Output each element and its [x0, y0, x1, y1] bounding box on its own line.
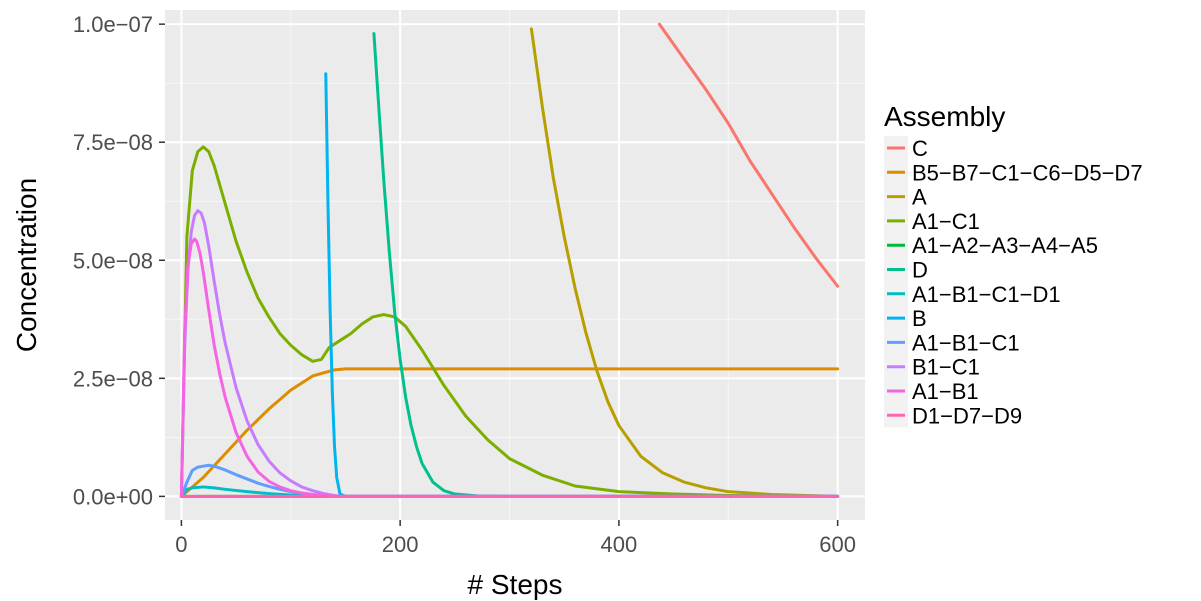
- series-line: [179, 237, 840, 498]
- legend-label: D: [912, 258, 928, 283]
- y-tick-label: 1.0e−07: [73, 12, 153, 37]
- legend: Assembly CB5−B7−C1−C6−D5−D7AA1−C1A1−A2−A…: [884, 101, 1143, 428]
- legend-label: A1−B1−C1: [912, 330, 1020, 355]
- grid-minor: [165, 10, 865, 520]
- series-line: [179, 209, 840, 498]
- legend-label: C: [912, 136, 928, 161]
- legend-title: Assembly: [884, 101, 1005, 132]
- legend-label: D1−D7−D9: [912, 403, 1022, 428]
- y-tick-label: 2.5e−08: [73, 366, 153, 391]
- legend-label: A1−C1: [912, 209, 980, 234]
- series-lines: [179, 22, 840, 498]
- y-tick-label: 7.5e−08: [73, 130, 153, 155]
- x-tick-label: 600: [819, 532, 856, 557]
- x-tick-label: 400: [601, 532, 638, 557]
- plot-background: [165, 10, 865, 520]
- legend-label: A1−B1: [912, 379, 979, 404]
- x-axis: 0 200 400 600: [175, 520, 856, 557]
- legend-label: A: [912, 185, 927, 210]
- legend-label: B: [912, 306, 927, 331]
- legend-label: A1−A2−A3−A4−A5: [912, 233, 1098, 258]
- x-tick-label: 0: [175, 532, 187, 557]
- x-tick-label: 200: [382, 532, 419, 557]
- series-line: [179, 367, 840, 498]
- x-axis-title: # Steps: [468, 569, 563, 600]
- legend-label: B5−B7−C1−C6−D5−D7: [912, 160, 1143, 185]
- legend-label: B1−C1: [912, 355, 980, 380]
- y-axis-title: Concentration: [11, 178, 42, 352]
- y-axis: 0.0e+00 2.5e−08 5.0e−08 7.5e−08 1.0e−07: [73, 12, 165, 509]
- legend-label: A1−B1−C1−D1: [912, 282, 1061, 307]
- series-line: [657, 22, 840, 288]
- series-line: [529, 27, 840, 498]
- series-line: [179, 145, 840, 498]
- y-tick-label: 0.0e+00: [73, 484, 153, 509]
- y-tick-label: 5.0e−08: [73, 248, 153, 273]
